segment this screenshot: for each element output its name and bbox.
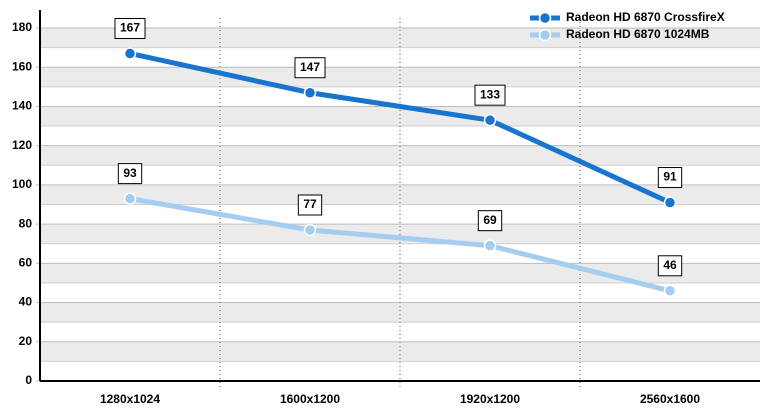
data-label-text: 93 bbox=[123, 166, 137, 180]
y-tick-label: 40 bbox=[19, 295, 33, 309]
data-point bbox=[483, 239, 497, 252]
data-label: 93 bbox=[117, 163, 143, 185]
y-tick-label: 20 bbox=[19, 334, 33, 348]
series-line bbox=[129, 196, 671, 294]
data-label-box bbox=[114, 17, 146, 39]
data-label-text: 147 bbox=[300, 60, 320, 74]
plot-band bbox=[40, 224, 760, 244]
data-label: 147 bbox=[294, 57, 326, 79]
data-point bbox=[123, 47, 137, 60]
data-point bbox=[123, 192, 137, 205]
y-tick-label: 160 bbox=[12, 59, 32, 73]
y-tick-label: 100 bbox=[12, 177, 32, 191]
plot-band bbox=[40, 106, 760, 127]
x-tick-label: 1600x1200 bbox=[280, 392, 340, 406]
data-point bbox=[303, 223, 317, 237]
data-label-text: 77 bbox=[303, 197, 317, 211]
legend-marker bbox=[538, 28, 552, 42]
data-label-box bbox=[297, 194, 323, 216]
x-tick-label: 2560x1600 bbox=[640, 392, 700, 406]
data-label-box bbox=[294, 57, 326, 79]
legend-label: Radeon HD 6870 1024MB bbox=[566, 27, 710, 41]
data-label-text: 46 bbox=[663, 258, 677, 272]
data-label-text: 133 bbox=[480, 87, 500, 101]
data-label-box bbox=[477, 210, 503, 232]
y-tick-label: 180 bbox=[12, 20, 32, 34]
legend-label: Radeon HD 6870 CrossfireX bbox=[566, 10, 725, 24]
y-tick-label: 60 bbox=[19, 256, 33, 270]
y-tick-label: 80 bbox=[19, 216, 33, 230]
y-tick-label: 140 bbox=[12, 99, 32, 113]
data-label: 77 bbox=[297, 194, 323, 216]
data-label-box bbox=[474, 84, 506, 106]
x-tick-label: 1920x1200 bbox=[460, 392, 520, 406]
data-label-text: 91 bbox=[663, 170, 677, 184]
data-label-box bbox=[117, 163, 143, 185]
plot-band bbox=[40, 302, 760, 323]
x-tick-label: 1280x1024 bbox=[100, 392, 160, 406]
legend-marker bbox=[538, 11, 552, 25]
data-label: 69 bbox=[477, 210, 503, 232]
data-label-text: 167 bbox=[120, 21, 140, 35]
y-tick-label: 120 bbox=[12, 138, 32, 152]
data-label: 46 bbox=[657, 255, 683, 277]
data-point bbox=[483, 113, 497, 127]
series-line bbox=[129, 51, 672, 205]
data-label-text: 69 bbox=[483, 213, 497, 227]
y-tick-label: 0 bbox=[25, 373, 32, 387]
data-point bbox=[303, 86, 317, 99]
data-label-box bbox=[657, 255, 683, 277]
data-label: 167 bbox=[114, 17, 146, 39]
data-point bbox=[663, 284, 677, 298]
data-label: 91 bbox=[657, 167, 683, 189]
data-point bbox=[663, 196, 677, 209]
data-label-box bbox=[657, 167, 683, 189]
data-label: 133 bbox=[474, 84, 506, 106]
